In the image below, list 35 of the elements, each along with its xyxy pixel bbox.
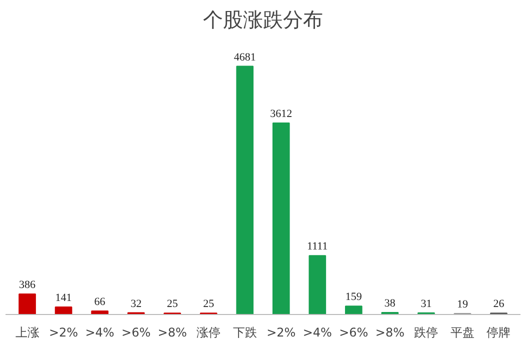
x-tick-label: 跌停 (414, 326, 438, 340)
x-tick-label: >2% (266, 326, 296, 340)
data-label: 1111 (307, 240, 328, 253)
data-label: 4681 (234, 51, 256, 64)
data-label: 32 (130, 298, 142, 310)
chart-title: 个股涨跌分布 (203, 8, 323, 32)
data-label: 66 (94, 296, 106, 308)
data-label: 386 (19, 279, 36, 292)
x-tick-label: 下跌 (232, 326, 257, 340)
x-tick-label: 停牌 (486, 326, 511, 340)
data-label: 25 (166, 298, 178, 310)
bar (236, 66, 254, 314)
bar (54, 306, 72, 314)
x-tick-label: 上涨 (15, 326, 40, 340)
x-tick-label: >4% (302, 326, 332, 340)
data-label: 38 (384, 297, 396, 310)
data-label: 26 (493, 298, 505, 310)
data-label: 19 (456, 298, 468, 310)
bar (308, 255, 326, 314)
x-tick-label: >4% (85, 326, 114, 340)
data-label: 25 (203, 298, 215, 310)
x-tick-label: >6% (122, 326, 151, 340)
x-tick-label: >8% (375, 326, 404, 340)
x-tick-label: 平盘 (450, 326, 474, 340)
data-label: 3612 (270, 108, 292, 120)
x-tick-label: 涨停 (196, 326, 221, 340)
data-label: 141 (55, 292, 72, 304)
x-tick-label: >6% (339, 326, 368, 340)
data-label: 159 (345, 291, 362, 304)
bar (272, 122, 290, 314)
x-tick-label: >2% (48, 326, 78, 340)
bar (18, 294, 36, 314)
data-label: 31 (420, 298, 432, 310)
bar (345, 306, 362, 314)
x-tick-label: >8% (158, 326, 187, 340)
